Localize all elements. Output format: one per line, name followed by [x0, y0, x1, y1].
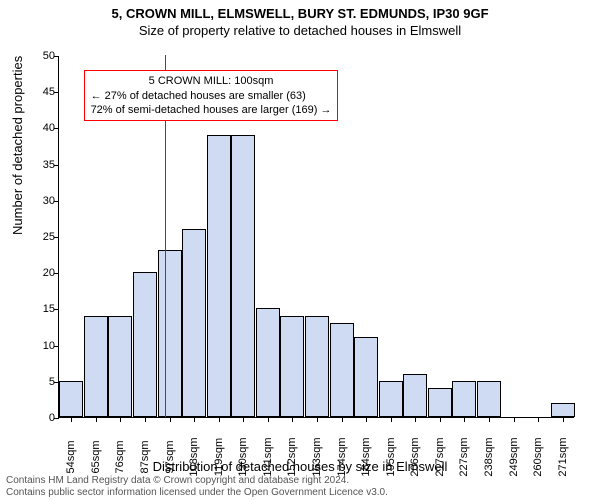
histogram-bar: [330, 323, 354, 417]
y-axis-label: Number of detached properties: [10, 56, 25, 235]
footer-line-1: Contains HM Land Registry data © Crown c…: [6, 475, 388, 487]
x-tick-mark: [145, 417, 146, 422]
y-tick-label: 45: [25, 86, 55, 98]
y-tick-label: 25: [25, 231, 55, 243]
y-tick-mark: [54, 128, 59, 129]
y-tick-label: 35: [25, 159, 55, 171]
x-tick-mark: [243, 417, 244, 422]
annotation-line-3: 72% of semi-detached houses are larger (…: [91, 103, 332, 117]
x-tick-mark: [366, 417, 367, 422]
y-tick-mark: [54, 418, 59, 419]
x-tick-mark: [391, 417, 392, 422]
y-tick-label: 15: [25, 303, 55, 315]
y-tick-mark: [54, 309, 59, 310]
y-tick-mark: [54, 273, 59, 274]
histogram-bar: [379, 381, 403, 417]
histogram-bar: [477, 381, 501, 417]
histogram-bar: [108, 316, 132, 417]
x-tick-mark: [538, 417, 539, 422]
histogram-bar: [280, 316, 304, 417]
histogram-bar: [354, 337, 378, 417]
y-tick-label: 30: [25, 195, 55, 207]
chart-area: 0510152025303540455054sqm65sqm76sqm87sqm…: [58, 56, 574, 418]
histogram-bar: [305, 316, 329, 417]
x-tick-mark: [120, 417, 121, 422]
annotation-line-1: 5 CROWN MILL: 100sqm: [91, 74, 332, 88]
footer-attribution: Contains HM Land Registry data © Crown c…: [6, 475, 388, 498]
y-tick-label: 10: [25, 340, 55, 352]
x-tick-mark: [292, 417, 293, 422]
histogram-bar: [256, 308, 280, 417]
x-tick-mark: [489, 417, 490, 422]
histogram-bar: [428, 388, 452, 417]
annotation-line-2: ← 27% of detached houses are smaller (63…: [91, 89, 332, 103]
x-tick-mark: [415, 417, 416, 422]
histogram-bar: [231, 135, 255, 417]
x-axis-label: Distribution of detached houses by size …: [0, 459, 600, 474]
histogram-bar: [158, 250, 182, 417]
histogram-bar: [452, 381, 476, 417]
x-tick-mark: [194, 417, 195, 422]
y-tick-label: 40: [25, 122, 55, 134]
histogram-bar: [133, 272, 157, 417]
footer-line-2: Contains public sector information licen…: [6, 487, 388, 499]
x-tick-mark: [514, 417, 515, 422]
y-tick-label: 50: [25, 50, 55, 62]
x-tick-mark: [464, 417, 465, 422]
x-tick-mark: [342, 417, 343, 422]
histogram-bar: [551, 403, 575, 417]
x-tick-mark: [317, 417, 318, 422]
histogram-bar: [403, 374, 427, 417]
x-tick-mark: [96, 417, 97, 422]
histogram-bar: [182, 229, 206, 417]
y-tick-label: 20: [25, 267, 55, 279]
x-tick-mark: [563, 417, 564, 422]
y-tick-mark: [54, 56, 59, 57]
annotation-box: 5 CROWN MILL: 100sqm← 27% of detached ho…: [84, 70, 339, 121]
chart-title-sub: Size of property relative to detached ho…: [0, 21, 600, 38]
y-tick-mark: [54, 165, 59, 166]
x-tick-mark: [170, 417, 171, 422]
y-tick-mark: [54, 237, 59, 238]
chart-title-main: 5, CROWN MILL, ELMSWELL, BURY ST. EDMUND…: [0, 0, 600, 21]
y-tick-mark: [54, 201, 59, 202]
x-tick-mark: [219, 417, 220, 422]
y-tick-mark: [54, 346, 59, 347]
histogram-bar: [207, 135, 231, 417]
plot-region: 0510152025303540455054sqm65sqm76sqm87sqm…: [58, 56, 574, 418]
x-tick-mark: [71, 417, 72, 422]
y-tick-mark: [54, 92, 59, 93]
x-tick-mark: [268, 417, 269, 422]
histogram-bar: [84, 316, 108, 417]
histogram-bar: [59, 381, 83, 417]
y-tick-label: 0: [25, 412, 55, 424]
x-tick-mark: [440, 417, 441, 422]
y-tick-label: 5: [25, 376, 55, 388]
